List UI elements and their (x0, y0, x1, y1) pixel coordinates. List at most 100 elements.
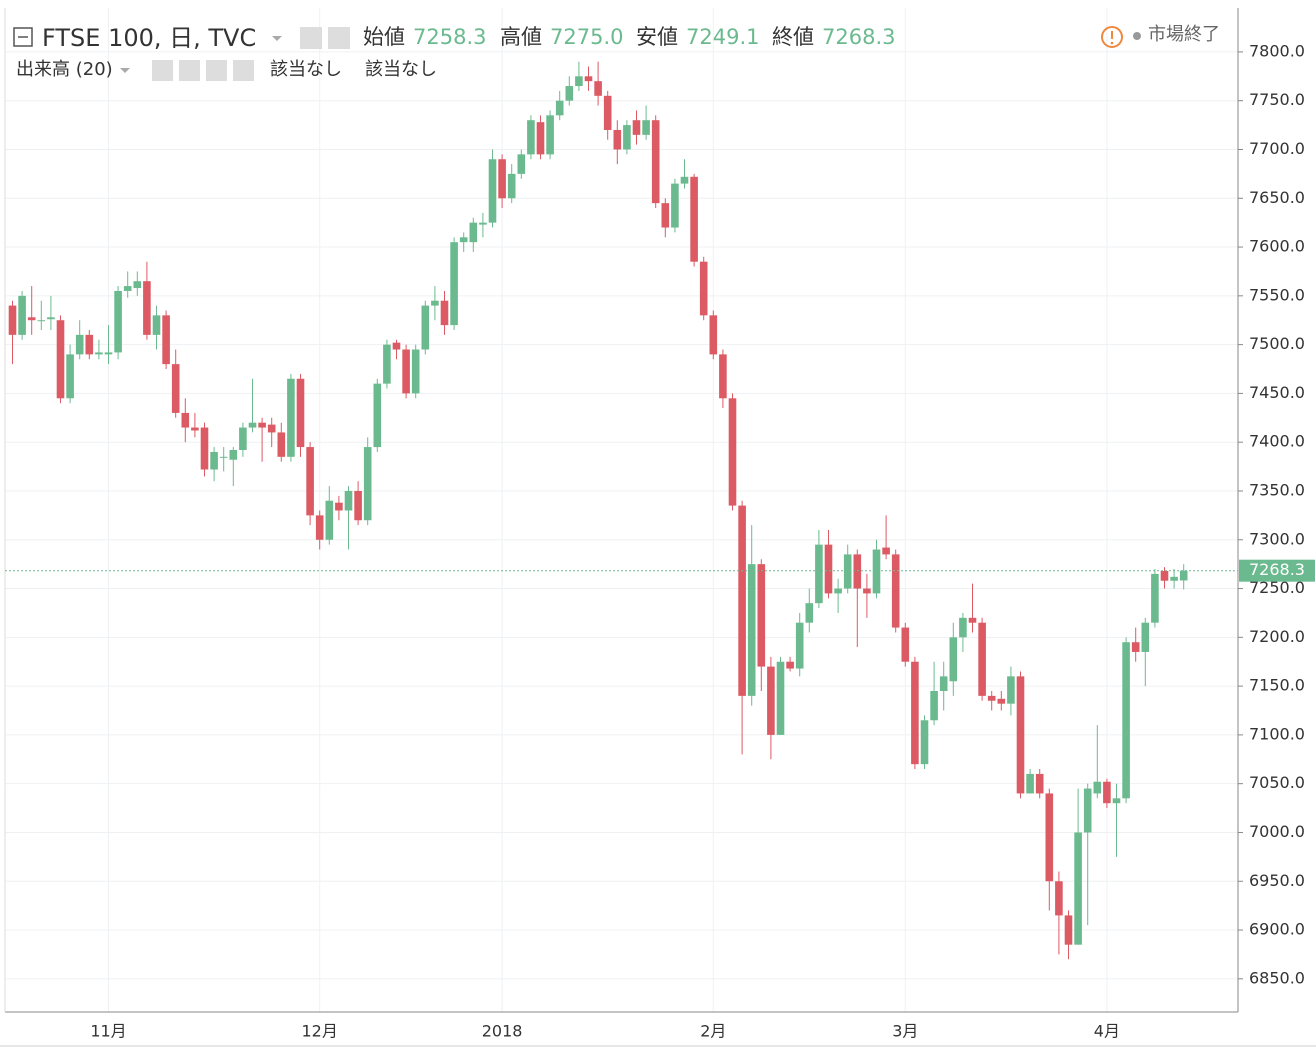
candle-body (728, 398, 737, 506)
volume-value: 該当なし (365, 59, 437, 80)
legend-label: 始値 (363, 25, 405, 49)
candle-body (959, 617, 967, 638)
candle-body (325, 500, 334, 540)
candle-body (661, 203, 670, 228)
legend-label: 安値 (636, 25, 678, 49)
settings-icon[interactable] (328, 27, 350, 49)
candle-body (632, 120, 641, 135)
y-tick-label: 7300.0 (1249, 529, 1305, 548)
candle-body (162, 315, 170, 365)
y-tick-label: 7800.0 (1249, 41, 1305, 60)
candle-body (229, 449, 238, 460)
candle-body (431, 300, 439, 306)
candle-body (978, 622, 986, 696)
candle-body (354, 490, 362, 521)
candle-body (719, 354, 727, 399)
candle-body (488, 159, 497, 223)
candle-body (8, 305, 17, 335)
eye-icon[interactable] (300, 27, 322, 49)
candle-body (651, 120, 660, 204)
candle-body (459, 237, 468, 243)
legend-value: 7258.3 (413, 25, 486, 49)
candle-body (392, 342, 401, 350)
y-tick-label: 7750.0 (1249, 90, 1305, 109)
candle-body (747, 564, 756, 696)
candle-body (805, 603, 814, 623)
candle-body (603, 95, 612, 130)
candle-body (517, 154, 526, 174)
candle-body (815, 544, 823, 604)
candle-body (56, 320, 65, 399)
candle-body (66, 354, 74, 399)
candle-body (575, 76, 583, 87)
candle-body (507, 173, 516, 199)
settings-icon[interactable] (179, 60, 200, 81)
candle-body (450, 242, 458, 326)
candle-body (1103, 781, 1111, 804)
volume-label: 出来高 (20) (16, 59, 113, 80)
candle-body (191, 427, 199, 431)
warning-icon[interactable] (1101, 26, 1123, 48)
legend-value: 7275.0 (550, 25, 623, 49)
candle-body (75, 334, 84, 355)
y-tick-label: 7200.0 (1249, 627, 1305, 646)
candle-body (95, 352, 103, 355)
candle-body (1083, 788, 1092, 833)
collapse-icon[interactable] (13, 27, 33, 47)
candle-body (18, 295, 26, 335)
candle-body (776, 661, 785, 735)
legend-label: 高値 (500, 25, 542, 49)
market-status: 市場終了 (1148, 24, 1220, 45)
candle-body (757, 564, 766, 667)
candle-body (1026, 773, 1034, 794)
candle-body (891, 554, 900, 628)
candle-body (315, 515, 324, 540)
candle-body (1064, 915, 1073, 945)
candle-body (373, 383, 382, 448)
candle-body (267, 424, 276, 433)
y-tick-label: 7450.0 (1249, 383, 1305, 402)
candle-body (699, 261, 708, 316)
status-dot (1133, 32, 1141, 40)
y-tick-label: 7050.0 (1249, 773, 1305, 792)
dropdown-arrow[interactable] (120, 68, 130, 73)
candle-body (210, 451, 218, 470)
add-icon[interactable] (206, 60, 227, 81)
candle-body (623, 125, 631, 150)
candle-body (527, 120, 535, 155)
candle-body (344, 490, 353, 511)
candle-body (1151, 573, 1159, 623)
candle-body (709, 315, 718, 355)
close-icon[interactable] (233, 60, 254, 81)
eye-icon[interactable] (152, 60, 173, 81)
candle-body (920, 720, 929, 765)
candle-body (536, 122, 545, 155)
candle-body (594, 81, 602, 96)
x-tick-label: 2018 (482, 1022, 523, 1041)
candle-body (85, 334, 94, 355)
dropdown-arrow[interactable] (272, 36, 282, 41)
y-tick-label: 6950.0 (1249, 871, 1305, 890)
candle-body (930, 690, 938, 721)
candle-body (738, 505, 746, 696)
y-tick-label: 6900.0 (1249, 920, 1305, 939)
candle-body (1160, 570, 1169, 581)
candle-body (479, 222, 487, 225)
candle-body (1093, 781, 1102, 794)
y-tick-label: 7400.0 (1249, 432, 1305, 451)
candle-body (1112, 798, 1121, 804)
candle-body (1016, 676, 1025, 794)
legend-value: 7249.1 (686, 25, 759, 49)
y-tick-label: 7500.0 (1249, 334, 1305, 353)
candle-body (37, 320, 46, 322)
candle-body (1007, 676, 1015, 704)
candle-body (239, 427, 247, 450)
y-tick-label: 7700.0 (1249, 139, 1305, 158)
candle-body (277, 432, 286, 457)
candle-body (1170, 576, 1178, 581)
y-tick-label: 7600.0 (1249, 237, 1305, 256)
candle-body (114, 290, 122, 353)
candle-body (1131, 642, 1140, 652)
